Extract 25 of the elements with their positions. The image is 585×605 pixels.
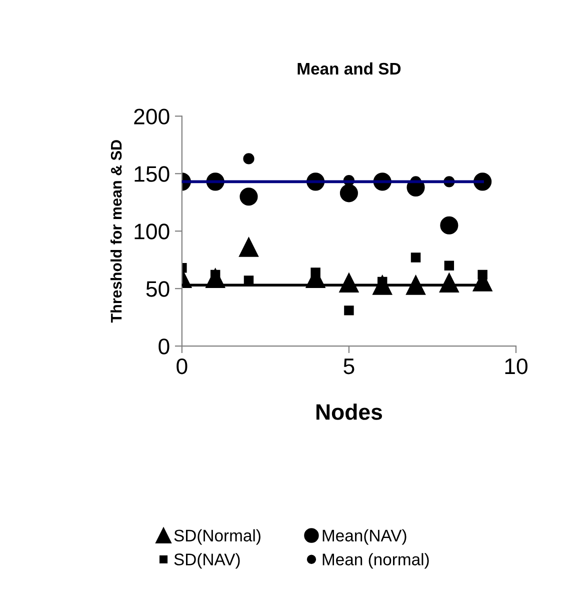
point [310, 268, 320, 278]
y-axis-title: Threshold for mean & SD [110, 140, 122, 323]
x-tick-label: 10 [505, 358, 528, 374]
x-axis-title: Nodes [316, 404, 382, 420]
point [478, 270, 488, 280]
y-tick-label: 200 [134, 108, 170, 124]
y-tick-label: 0 [158, 338, 170, 354]
point [444, 260, 454, 270]
point [239, 237, 258, 257]
x-tick-label: 5 [344, 358, 354, 374]
x-tick-label: 0 [176, 358, 188, 374]
chart-title: Mean and SD [298, 62, 401, 75]
y-tick-label: 50 [146, 281, 170, 297]
point [410, 252, 421, 262]
legend-label: Mean(NAV) [322, 529, 406, 545]
y-tick-label: 100 [134, 224, 170, 240]
point [440, 216, 458, 234]
point [243, 153, 254, 164]
point [344, 306, 354, 316]
legend-label: SD(Normal) [174, 529, 260, 545]
point [340, 184, 358, 202]
y-tick-label: 150 [134, 166, 170, 182]
legend-label: Mean (normal) [322, 553, 429, 569]
legend-label: SD(NAV) [174, 553, 240, 569]
point [240, 188, 258, 206]
